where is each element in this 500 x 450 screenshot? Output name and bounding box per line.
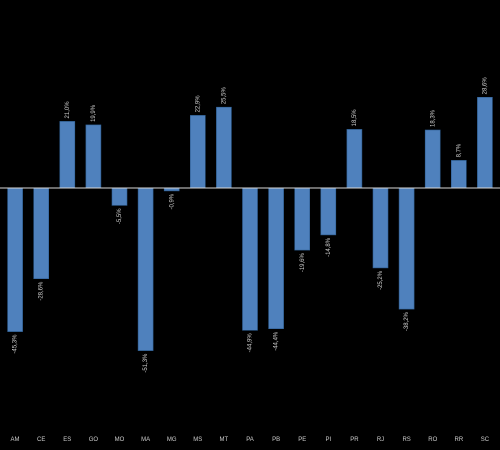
data-label-pa: -44,9% <box>248 333 254 353</box>
x-tick-label-mg: MG <box>167 437 177 443</box>
x-tick-label-go: GO <box>89 437 99 443</box>
bar-go <box>85 124 102 189</box>
data-labels-group: -45,3% -28,6% 21,0% 19,9% -5,5% -51,3% -0,9% 22… <box>13 77 489 373</box>
x-tick-labels-group: AM CE ES GO MO MA MG MS MT PA PB PE PI PR RJ RS RO RR SC <box>11 437 490 443</box>
x-tick-label-am: AM <box>11 437 20 443</box>
data-label-go: 19,9% <box>91 104 97 122</box>
bar-ce <box>33 187 50 279</box>
data-label-ce: -28,6% <box>39 281 45 301</box>
bar-pr <box>346 129 363 189</box>
data-label-mt: 25,5% <box>221 86 227 104</box>
data-label-rr: 8,7% <box>456 143 462 157</box>
x-tick-label-ce: CE <box>37 437 45 443</box>
x-tick-label-pe: PE <box>298 437 306 443</box>
bar-mt <box>216 106 232 189</box>
bar-rs <box>398 187 415 310</box>
bar-pb <box>268 187 284 329</box>
data-label-pi: -14,8% <box>326 237 332 257</box>
data-label-am: -45,3% <box>13 334 19 354</box>
bar-pi <box>320 187 337 236</box>
x-tick-label-pr: PR <box>350 437 359 443</box>
x-tick-label-pa: PA <box>246 437 254 443</box>
x-tick-label-rj: RJ <box>377 437 384 443</box>
bar-es <box>59 121 76 189</box>
data-label-mg: -0,9% <box>169 193 175 209</box>
bar-am <box>7 187 23 332</box>
x-tick-label-rr: RR <box>455 437 464 443</box>
data-label-ms: 22,9% <box>195 95 201 113</box>
data-label-pr: 18,5% <box>352 109 358 127</box>
bar-ma <box>137 187 154 351</box>
x-tick-label-mo: MO <box>115 437 125 443</box>
x-tick-label-ro: RO <box>428 437 437 443</box>
bars-group <box>7 97 493 351</box>
x-tick-label-mt: MT <box>220 437 229 443</box>
x-tick-label-ma: MA <box>141 437 150 443</box>
data-label-pe: -19,6% <box>300 252 306 272</box>
bar-sc <box>477 97 493 189</box>
bar-ro <box>424 129 441 189</box>
x-tick-label-pi: PI <box>325 437 331 443</box>
bar-rr <box>450 160 467 189</box>
data-label-es: 21,0% <box>65 101 71 119</box>
data-label-pb: -44,4% <box>274 331 280 351</box>
data-label-ro: 18,3% <box>430 109 436 127</box>
data-label-mo: -5,5% <box>117 208 123 224</box>
x-tick-label-rs: RS <box>402 437 410 443</box>
bar-pa <box>242 187 258 331</box>
data-label-rs: -38,2% <box>404 311 410 331</box>
data-label-ma: -51,3% <box>143 353 149 373</box>
x-tick-label-ms: MS <box>193 437 202 443</box>
bar-mo <box>111 187 128 206</box>
x-tick-label-pb: PB <box>272 437 280 443</box>
bar-pe <box>294 187 311 251</box>
bar-rj <box>372 187 389 269</box>
x-tick-label-sc: SC <box>481 437 490 443</box>
data-label-rj: -25,2% <box>378 270 384 290</box>
data-label-sc: 28,6% <box>483 77 489 95</box>
bar-ms <box>190 115 206 189</box>
x-tick-label-es: ES <box>63 437 71 443</box>
